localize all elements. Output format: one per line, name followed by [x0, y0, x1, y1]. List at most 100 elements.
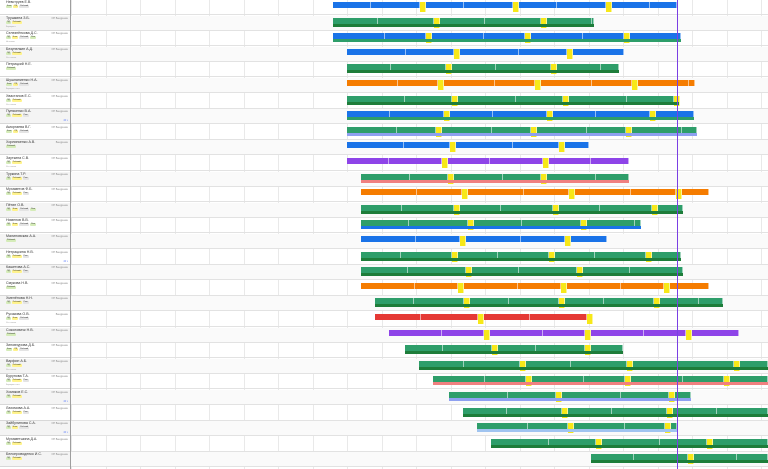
shift-block[interactable]	[448, 158, 490, 164]
shift-block[interactable]	[632, 126, 682, 133]
shift-block[interactable]	[543, 329, 585, 336]
shift-block[interactable]	[454, 173, 503, 180]
shift-block[interactable]	[493, 111, 547, 118]
shift-block[interactable]	[565, 142, 589, 149]
break-marker[interactable]	[541, 173, 547, 184]
shift-block[interactable]	[444, 80, 495, 86]
shift-block[interactable]	[592, 80, 632, 86]
break-marker[interactable]	[676, 189, 682, 200]
employee-row[interactable]: Хорлинкенко А.В. Внедрение Рабочий	[0, 140, 70, 156]
break-marker[interactable]	[606, 2, 612, 12]
shift-block[interactable]	[631, 189, 676, 196]
break-marker[interactable]	[462, 189, 468, 200]
shift-block[interactable]	[658, 204, 683, 211]
break-marker[interactable]	[650, 111, 656, 122]
shift-block[interactable]	[571, 360, 627, 367]
shift-block[interactable]	[601, 64, 619, 71]
shift-block[interactable]	[621, 282, 664, 289]
break-marker[interactable]	[549, 251, 555, 262]
shift-block[interactable]	[553, 111, 596, 118]
shift-block[interactable]	[333, 33, 385, 40]
shift-block[interactable]	[522, 220, 581, 227]
shift-block[interactable]	[583, 267, 630, 274]
shift-block[interactable]	[567, 282, 621, 289]
break-marker[interactable]	[556, 392, 562, 402]
employee-row[interactable]: Зайбулинова С.А. ОП Внедрение ПД Блок Рабочи…	[0, 421, 70, 437]
break-marker[interactable]	[734, 360, 740, 371]
employee-row[interactable]: Бурунова Т.А. ОП Внедрение ПД Рабочий Реш Кар…	[0, 374, 70, 390]
break-marker[interactable]	[563, 95, 569, 106]
break-marker[interactable]	[585, 329, 591, 340]
shift-block[interactable]	[591, 158, 629, 164]
shift-block[interactable]	[417, 189, 462, 196]
employee-row[interactable]: Кашетова А.С. ОП Внедрение ПД Рабочий Реш	[0, 265, 70, 281]
break-marker[interactable]	[478, 314, 484, 324]
shift-block[interactable]	[347, 80, 398, 86]
shift-block[interactable]	[557, 64, 601, 71]
shift-block[interactable]	[573, 48, 624, 55]
break-marker[interactable]	[454, 204, 460, 215]
break-marker[interactable]	[492, 345, 498, 356]
shift-block[interactable]	[442, 329, 484, 336]
break-marker[interactable]	[669, 392, 675, 402]
shift-block[interactable]	[498, 345, 536, 352]
shift-block[interactable]	[587, 220, 635, 227]
shift-block[interactable]	[404, 142, 450, 149]
shift-block[interactable]	[547, 17, 592, 24]
shift-block[interactable]	[405, 345, 443, 352]
shift-block[interactable]	[375, 298, 414, 305]
employee-row[interactable]: Зауткина С.В. ОП Внедрение ПД Рабочий Усл. с…	[0, 156, 70, 171]
break-marker[interactable]	[624, 33, 630, 44]
shift-block[interactable]	[675, 392, 691, 398]
break-marker[interactable]	[464, 298, 470, 309]
break-marker[interactable]	[567, 48, 573, 59]
shift-block[interactable]	[414, 298, 464, 305]
shift-block[interactable]	[485, 376, 526, 383]
shift-block[interactable]	[587, 126, 626, 133]
shift-block[interactable]	[531, 33, 583, 40]
shift-block[interactable]	[595, 251, 646, 258]
shift-block[interactable]	[596, 173, 629, 180]
break-marker[interactable]	[665, 423, 671, 434]
shift-block[interactable]	[638, 80, 689, 86]
shift-block[interactable]	[347, 142, 404, 149]
employee-row[interactable]: Соколовичк Н.В. ОП Внедрение Рабочий	[0, 327, 70, 343]
shift-block[interactable]	[602, 438, 660, 445]
employee-row[interactable]: Пулякенко В.А. ОП Внедрение ПД Рабочий Реш 40…	[0, 109, 70, 125]
shift-block[interactable]	[692, 329, 739, 336]
break-marker[interactable]	[426, 33, 432, 44]
shift-block[interactable]	[468, 189, 524, 196]
shift-block[interactable]	[519, 48, 567, 55]
shift-block[interactable]	[409, 220, 468, 227]
shift-block[interactable]	[450, 111, 493, 118]
shift-block[interactable]	[630, 267, 683, 274]
shift-block[interactable]	[347, 48, 406, 55]
employee-row[interactable]: Нетрацкина Н.В. ОП Внедрение ПД Рабочий Реш 4…	[0, 250, 70, 265]
employee-row[interactable]: Петрицкий Н.Е. Рабочий	[0, 62, 70, 78]
shift-block[interactable]	[631, 376, 683, 383]
employee-row[interactable]: Хвастанов Е.С. ОП Внедрение ПД Рабочий Усл. …	[0, 94, 70, 109]
shift-block[interactable]	[519, 2, 557, 8]
shift-block[interactable]	[498, 251, 549, 258]
shift-block[interactable]	[460, 204, 501, 211]
shift-block[interactable]	[347, 111, 390, 118]
break-marker[interactable]	[577, 267, 583, 278]
shift-block[interactable]	[466, 236, 521, 242]
shift-block[interactable]	[660, 438, 707, 445]
shift-block[interactable]	[644, 329, 686, 336]
shift-block[interactable]	[694, 454, 737, 461]
shift-block[interactable]	[410, 173, 448, 180]
shift-block[interactable]	[361, 204, 402, 211]
shift-block[interactable]	[625, 423, 665, 430]
employee-row[interactable]: Смукова Н.В. ОП Внедрение Рабочий	[0, 281, 70, 296]
shift-block[interactable]	[398, 80, 438, 86]
shift-block[interactable]	[333, 17, 378, 24]
shift-block[interactable]	[536, 345, 585, 352]
shift-block[interactable]	[385, 33, 426, 40]
shift-block[interactable]	[547, 173, 596, 180]
break-marker[interactable]	[565, 236, 571, 246]
shift-block[interactable]	[452, 64, 496, 71]
employee-row[interactable]: Мухаметшина Д.А. ОП Внедрение ПД Рабочий	[0, 437, 70, 452]
shift-block[interactable]	[361, 282, 415, 289]
shift-block[interactable]	[574, 423, 625, 430]
